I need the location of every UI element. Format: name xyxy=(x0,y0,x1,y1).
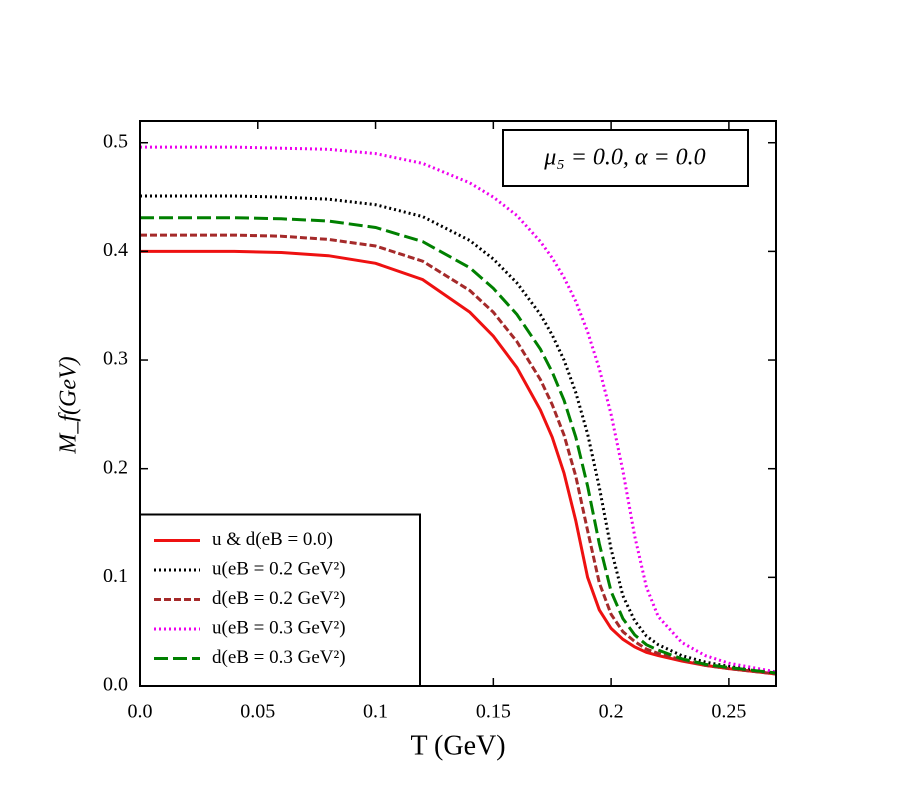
x-tick-label: 0.25 xyxy=(711,701,746,723)
data-line xyxy=(140,233,777,676)
legend-label: u(eB = 0.2 GeV²) xyxy=(212,558,346,579)
legend-label: d(eB = 0.2 GeV²) xyxy=(212,588,346,609)
data-line xyxy=(140,145,777,674)
annotation-box xyxy=(502,129,749,187)
annotation: μ₅ = 0.0, α = 0.0 xyxy=(543,145,705,171)
x-tick-label: 0.05 xyxy=(240,701,275,723)
y-tick-label: 0.1 xyxy=(103,565,128,587)
legend-label: u(eB = 0.3 GeV²) xyxy=(212,617,346,638)
legend-label: u & d(eB = 0.0) xyxy=(212,529,333,550)
data-line xyxy=(140,216,777,675)
y-axis-label: M_f(GeV) xyxy=(56,356,82,454)
legend-label: d(eB = 0.3 GeV²) xyxy=(212,647,346,668)
data-line xyxy=(140,249,777,676)
x-axis-label: T (GeV) xyxy=(410,730,505,761)
y-tick-label: 0.0 xyxy=(103,674,128,696)
x-tick-label: 0.15 xyxy=(476,701,511,723)
y-tick-label: 0.4 xyxy=(103,239,128,261)
x-tick-label: 0.0 xyxy=(128,701,153,723)
plot-frame xyxy=(139,120,777,687)
y-tick-label: 0.5 xyxy=(103,130,128,152)
y-tick-label: 0.2 xyxy=(103,456,128,478)
data-line xyxy=(140,194,777,675)
x-tick-label: 0.2 xyxy=(599,701,624,723)
x-tick-label: 0.1 xyxy=(363,701,388,723)
y-tick-label: 0.3 xyxy=(103,348,128,370)
